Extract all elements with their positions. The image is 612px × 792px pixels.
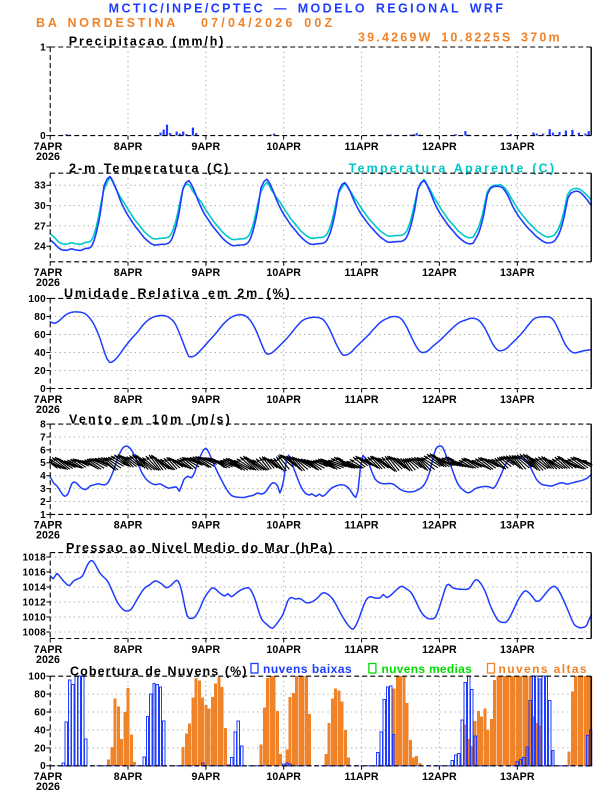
svg-text:MCTIC/INPE/CPTEC — MODELO REGI: MCTIC/INPE/CPTEC — MODELO REGIONAL WRF xyxy=(109,1,506,15)
svg-text:1008: 1008 xyxy=(23,627,47,638)
svg-text:2026: 2026 xyxy=(36,654,60,666)
svg-text:2026: 2026 xyxy=(36,404,60,416)
svg-text:12APR: 12APR xyxy=(422,520,457,532)
svg-text:11APR: 11APR xyxy=(345,267,379,279)
svg-text:13APR: 13APR xyxy=(500,141,535,153)
svg-text:9APR: 9APR xyxy=(192,644,221,656)
svg-text:9APR: 9APR xyxy=(192,267,221,279)
svg-text:Umidade Relativa em 2m (%): Umidade Relativa em 2m (%) xyxy=(64,287,292,301)
svg-text:2026: 2026 xyxy=(36,530,60,542)
svg-text:1010: 1010 xyxy=(23,612,47,623)
svg-text:Cobertura de Nuvens (%): Cobertura de Nuvens (%) xyxy=(70,664,248,678)
svg-text:8: 8 xyxy=(40,420,46,431)
svg-text:80: 80 xyxy=(34,312,46,323)
svg-text:nuvens baixas: nuvens baixas xyxy=(263,662,352,676)
svg-text:9APR: 9APR xyxy=(192,520,221,532)
svg-text:40: 40 xyxy=(34,725,46,736)
svg-text:13APR: 13APR xyxy=(500,394,535,406)
svg-text:12APR: 12APR xyxy=(422,394,457,406)
svg-text:13APR: 13APR xyxy=(500,771,535,783)
svg-text:nuvens medias: nuvens medias xyxy=(382,662,473,676)
svg-text:1: 1 xyxy=(40,510,46,521)
svg-text:6: 6 xyxy=(40,445,46,456)
svg-text:0: 0 xyxy=(40,131,46,142)
svg-text:9APR: 9APR xyxy=(192,394,221,406)
svg-text:13APR: 13APR xyxy=(500,644,535,656)
svg-text:8APR: 8APR xyxy=(114,141,143,153)
svg-text:2026: 2026 xyxy=(36,781,60,792)
svg-text:Vento em 10m (m/s): Vento em 10m (m/s) xyxy=(69,412,232,426)
svg-text:20: 20 xyxy=(34,366,46,377)
svg-text:7APR: 7APR xyxy=(34,141,63,153)
svg-text:4: 4 xyxy=(40,471,46,482)
svg-text:7APR: 7APR xyxy=(34,520,63,532)
svg-text:10APR: 10APR xyxy=(266,394,301,406)
svg-text:60: 60 xyxy=(34,330,46,341)
svg-text:Temperatura Aparente (C): Temperatura Aparente (C) xyxy=(349,161,557,175)
svg-text:2026: 2026 xyxy=(36,151,60,163)
svg-text:Pressao ao Nivel Medio do Mar: Pressao ao Nivel Medio do Mar (hPa) xyxy=(66,541,334,555)
svg-text:8APR: 8APR xyxy=(114,771,143,783)
svg-text:12APR: 12APR xyxy=(422,141,457,153)
svg-text:9APR: 9APR xyxy=(192,771,221,783)
svg-text:13APR: 13APR xyxy=(500,520,535,532)
svg-text:33: 33 xyxy=(34,181,46,192)
svg-text:1016: 1016 xyxy=(23,567,47,578)
svg-text:20: 20 xyxy=(34,743,46,754)
svg-text:60: 60 xyxy=(34,707,46,718)
svg-text:11APR: 11APR xyxy=(345,520,379,532)
svg-text:12APR: 12APR xyxy=(422,644,457,656)
svg-text:12APR: 12APR xyxy=(422,771,457,783)
svg-text:10APR: 10APR xyxy=(266,771,301,783)
svg-text:1018: 1018 xyxy=(23,552,47,563)
svg-text:27: 27 xyxy=(34,221,46,232)
svg-text:13APR: 13APR xyxy=(500,267,535,279)
svg-text:100: 100 xyxy=(28,672,46,683)
svg-text:10APR: 10APR xyxy=(266,141,301,153)
svg-text:9APR: 9APR xyxy=(192,141,221,153)
svg-text:BA NORDESTINA: BA NORDESTINA xyxy=(36,16,178,30)
svg-text:40: 40 xyxy=(34,348,46,359)
svg-text:0: 0 xyxy=(40,761,46,772)
svg-text:24: 24 xyxy=(34,242,46,253)
svg-text:8APR: 8APR xyxy=(114,520,143,532)
svg-text:8APR: 8APR xyxy=(114,267,143,279)
svg-text:0: 0 xyxy=(40,384,46,395)
svg-text:2: 2 xyxy=(40,497,46,508)
svg-text:Precipitacao (mm/h): Precipitacao (mm/h) xyxy=(69,35,226,49)
svg-text:nuvens altas: nuvens altas xyxy=(499,662,589,676)
svg-text:7APR: 7APR xyxy=(34,644,63,656)
svg-text:7APR: 7APR xyxy=(34,267,63,279)
svg-text:11APR: 11APR xyxy=(345,141,379,153)
svg-text:2026: 2026 xyxy=(36,277,60,289)
svg-text:30: 30 xyxy=(34,201,46,212)
svg-text:100: 100 xyxy=(28,294,46,305)
svg-text:7APR: 7APR xyxy=(34,394,63,406)
svg-text:8APR: 8APR xyxy=(114,394,143,406)
svg-text:10APR: 10APR xyxy=(266,644,301,656)
svg-text:3: 3 xyxy=(40,484,46,495)
svg-text:10APR: 10APR xyxy=(266,267,301,279)
svg-text:7: 7 xyxy=(40,432,46,443)
svg-text:2-m Temperatura (C): 2-m Temperatura (C) xyxy=(69,161,230,175)
svg-text:80: 80 xyxy=(34,690,46,701)
svg-text:11APR: 11APR xyxy=(345,394,379,406)
svg-text:39.4269W 10.8225S 370m: 39.4269W 10.8225S 370m xyxy=(358,30,562,44)
svg-text:8APR: 8APR xyxy=(114,644,143,656)
svg-text:1014: 1014 xyxy=(23,582,47,593)
svg-text:1012: 1012 xyxy=(23,597,47,608)
svg-text:11APR: 11APR xyxy=(345,644,379,656)
svg-text:07/04/2026 00Z: 07/04/2026 00Z xyxy=(201,16,335,30)
svg-text:10APR: 10APR xyxy=(266,520,301,532)
svg-text:11APR: 11APR xyxy=(345,771,379,783)
svg-text:1: 1 xyxy=(40,42,46,53)
svg-text:5: 5 xyxy=(40,458,46,469)
svg-text:7APR: 7APR xyxy=(34,771,63,783)
svg-text:12APR: 12APR xyxy=(422,267,457,279)
